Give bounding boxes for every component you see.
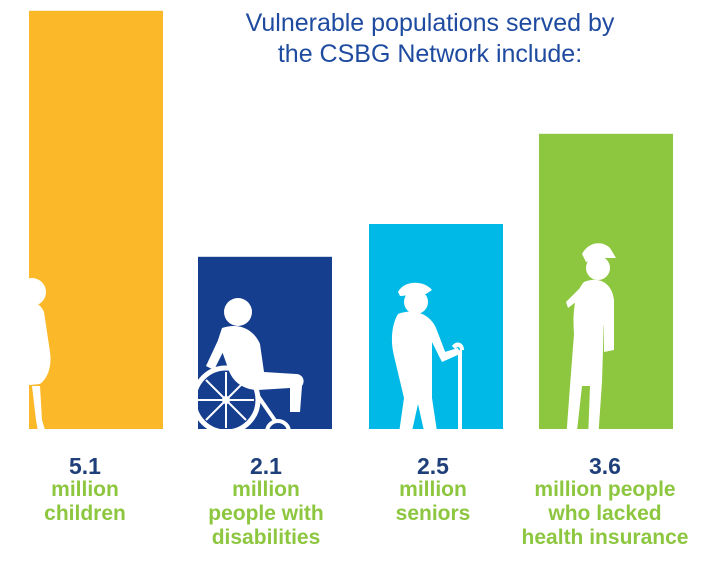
value-label: 2.5 xyxy=(417,453,449,479)
chart-title-line-1: Vulnerable populations served by xyxy=(245,9,615,37)
category-label-line: people with xyxy=(208,502,324,525)
category-label-seniors: 2.5 million seniors xyxy=(343,454,523,526)
category-label-line: million people xyxy=(534,478,676,501)
category-label-line: million xyxy=(399,478,467,501)
category-label-line: children xyxy=(44,502,126,525)
icons-group xyxy=(8,243,616,445)
man-with-cap-silhouette-icon xyxy=(566,243,616,440)
bar-seniors xyxy=(369,224,503,429)
category-label-line: seniors xyxy=(395,502,471,525)
value-label: 2.1 xyxy=(250,453,282,479)
category-label-line: health insurance xyxy=(521,526,689,549)
senior-with-cane-silhouette-icon xyxy=(391,282,464,440)
category-label-line: million xyxy=(51,478,119,501)
bars-group xyxy=(29,10,673,430)
category-label-line: disabilities xyxy=(211,526,321,549)
category-label-uninsured: 3.6 million people who lacked health ins… xyxy=(515,454,695,550)
value-label: 3.6 xyxy=(589,453,621,479)
value-label: 5.1 xyxy=(69,453,101,479)
category-label-line: who lacked xyxy=(548,502,662,525)
chart-title-line-2: the CSBG Network include: xyxy=(277,40,583,68)
category-label-disabilities: 2.1 million people with disabilities xyxy=(176,454,356,550)
bar-children xyxy=(29,10,163,430)
wheelchair-user-silhouette-icon xyxy=(191,298,304,445)
category-label-line: million xyxy=(232,478,300,501)
bar-uninsured xyxy=(539,133,673,430)
category-label-children: 5.1 million children xyxy=(0,454,175,526)
child-silhouette-icon xyxy=(8,278,51,442)
